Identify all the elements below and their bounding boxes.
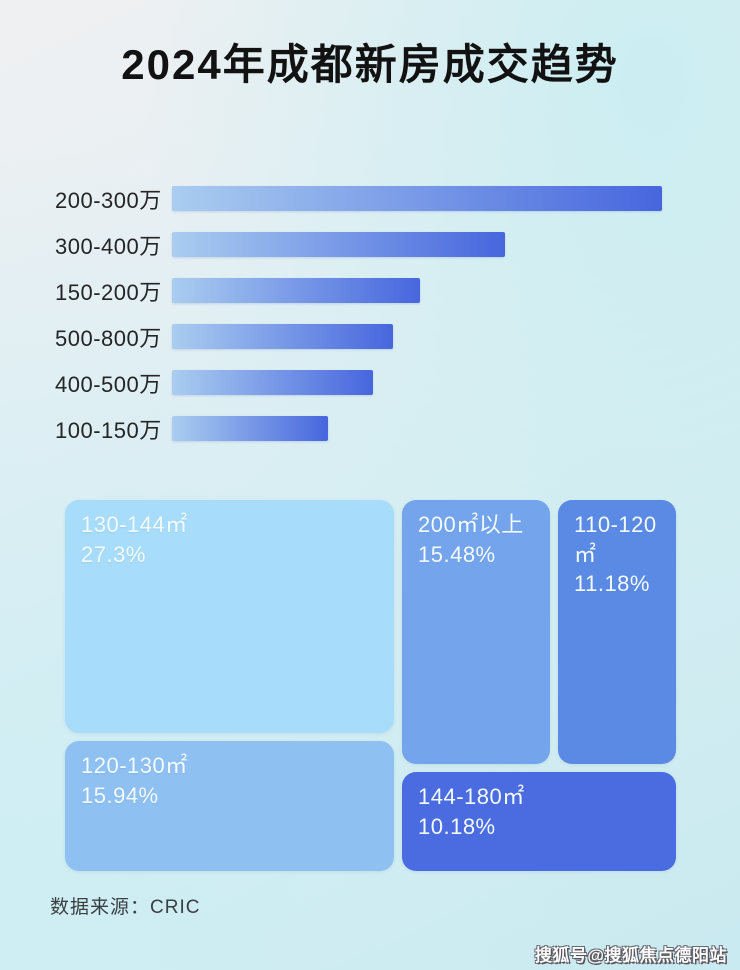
treemap-block-value: 27.3% — [81, 541, 146, 567]
data-source-label: 数据来源：CRIC — [50, 897, 201, 918]
bar-category-label: 150-200万 — [55, 279, 162, 305]
bar-category-label: 400-500万 — [55, 371, 162, 397]
treemap-block-value: 15.48% — [418, 541, 496, 567]
treemap-block-label: 144-180㎡ — [418, 784, 525, 809]
bar-chart: 200-300万 300-400万 150-200万 500-800万 400-500万… — [55, 186, 662, 462]
bar — [172, 186, 662, 211]
page-title: 2024年成都新房成交趋势 — [121, 41, 619, 88]
bar-row: 500-800万 — [55, 324, 662, 351]
treemap-block-label: 130-144㎡ — [81, 512, 188, 537]
treemap: 130-144㎡ 27.3% 120-130㎡ 15.94% 200㎡以上 15.48% 1… — [65, 500, 676, 871]
treemap-block-value: 11.18% — [574, 571, 650, 597]
treemap-block: 130-144㎡ 27.3% — [65, 500, 394, 733]
bar-category-label: 300-400万 — [55, 233, 162, 259]
bar — [172, 416, 328, 441]
treemap-block-label: 110-120㎡ — [574, 512, 657, 567]
bar-row: 100-150万 — [55, 416, 662, 443]
treemap-block: 110-120㎡ 11.18% — [558, 500, 676, 764]
bar — [172, 232, 505, 257]
treemap-block: 200㎡以上 15.48% — [402, 500, 550, 764]
bar-row: 150-200万 — [55, 278, 662, 305]
bar-row: 300-400万 — [55, 232, 662, 259]
bar — [172, 278, 420, 303]
bar — [172, 370, 373, 395]
treemap-block-value: 15.94% — [81, 782, 159, 808]
bar — [172, 324, 393, 349]
bar-row: 200-300万 — [55, 186, 662, 213]
treemap-block: 120-130㎡ 15.94% — [65, 741, 394, 871]
bar-category-label: 200-300万 — [55, 187, 162, 213]
treemap-block-label: 200㎡以上 — [418, 512, 524, 537]
bar-row: 400-500万 — [55, 370, 662, 397]
bar-category-label: 500-800万 — [55, 325, 162, 351]
treemap-block: 144-180㎡ 10.18% — [402, 772, 676, 871]
treemap-block-label: 120-130㎡ — [81, 753, 188, 778]
watermark: 搜狐号@搜狐焦点德阳站 — [534, 946, 727, 965]
treemap-block-value: 10.18% — [418, 813, 496, 839]
bar-category-label: 100-150万 — [55, 417, 162, 443]
